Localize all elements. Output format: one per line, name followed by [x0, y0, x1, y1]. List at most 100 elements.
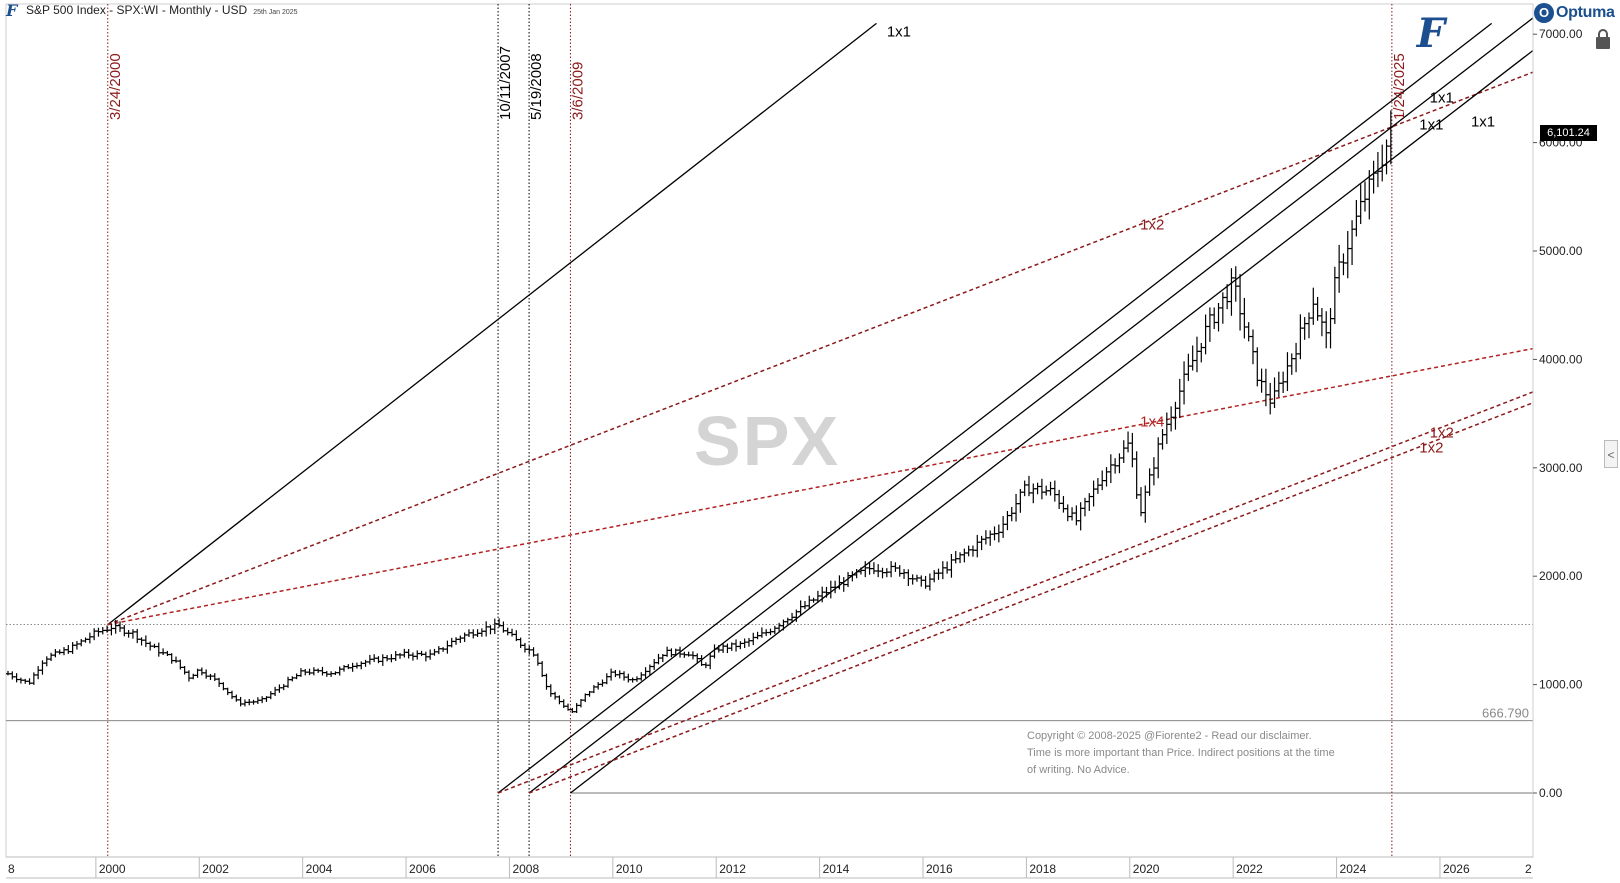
ohlc-bar — [487, 625, 493, 635]
ohlc-bar — [328, 671, 334, 677]
x-axis-tick-label: 2014 — [823, 862, 850, 876]
ohlc-bar — [496, 618, 502, 628]
ohlc-bar — [337, 666, 343, 676]
ohlc-bar — [31, 672, 37, 685]
ohlc-bar — [548, 684, 554, 697]
ohlc-bar — [466, 629, 472, 637]
gann-fan-line — [570, 49, 1533, 794]
ohlc-bar — [1151, 457, 1157, 486]
ohlc-bar — [83, 637, 89, 643]
ohlc-bar — [1336, 244, 1342, 293]
optuma-label: Optuma — [1556, 4, 1615, 21]
ohlc-bar — [1379, 144, 1385, 182]
y-axis-tick-label: 7000.00 — [1539, 27, 1583, 41]
side-panel-toggle-button[interactable]: < — [1604, 440, 1618, 468]
ohlc-bar — [655, 653, 661, 665]
ohlc-bar — [431, 648, 437, 656]
ohlc-bar — [475, 629, 481, 637]
ohlc-bar — [225, 687, 231, 696]
ohlc-bar — [1272, 377, 1278, 409]
ohlc-bar — [130, 629, 136, 639]
fiorente-watermark-icon: F — [1416, 10, 1446, 57]
ohlc-bar — [957, 552, 963, 564]
fiorente-f-logo-icon: F — [6, 1, 18, 20]
ohlc-bar — [143, 635, 149, 648]
ohlc-bar — [341, 665, 347, 672]
ohlc-bar — [263, 696, 269, 702]
ohlc-bar — [867, 562, 873, 575]
gann-line-label: 1x1 — [1430, 89, 1454, 106]
gann-line-label: 1x1 — [1471, 113, 1495, 130]
ohlc-bar — [95, 627, 101, 637]
ohlc-bar — [134, 628, 140, 644]
ohlc-bar — [983, 530, 989, 545]
ohlc-bar — [923, 575, 929, 589]
ohlc-bar — [1276, 371, 1282, 398]
ohlc-bar — [61, 647, 67, 656]
lock-icon[interactable] — [1594, 28, 1612, 50]
ohlc-bar — [574, 703, 580, 714]
ohlc-bar — [121, 625, 127, 637]
ohlc-bar — [1332, 266, 1338, 324]
ohlc-bar — [884, 568, 890, 578]
optuma-globe-icon: O — [1534, 3, 1554, 23]
ohlc-bar — [780, 619, 786, 631]
ohlc-bar — [307, 668, 313, 676]
ohlc-bar — [634, 676, 640, 682]
ohlc-bar — [1190, 345, 1196, 371]
gann-line-label: 1x1 — [1419, 117, 1443, 134]
ohlc-bar — [970, 545, 976, 557]
ohlc-bar — [1026, 475, 1032, 497]
ohlc-bar — [1259, 368, 1265, 393]
ohlc-bar — [281, 684, 287, 691]
ohlc-bar — [1060, 496, 1066, 513]
ohlc-bar — [556, 695, 562, 705]
ohlc-bar — [604, 673, 610, 685]
x-axis-tick-label: 2004 — [306, 862, 333, 876]
x-axis-tick-label: 2000 — [99, 862, 126, 876]
ohlc-bar — [1056, 489, 1062, 509]
ohlc-bar — [518, 637, 524, 649]
ohlc-bar — [892, 562, 898, 572]
ohlc-bar — [104, 625, 110, 633]
ohlc-bar — [126, 630, 132, 638]
ohlc-bar — [57, 649, 63, 655]
ohlc-bar — [151, 643, 157, 649]
ohlc-bar — [1384, 139, 1390, 175]
ohlc-bar — [802, 601, 808, 610]
ohlc-bar — [630, 677, 636, 683]
gann-fan-line — [107, 71, 1533, 626]
ohlc-bar — [880, 567, 886, 579]
ohlc-bar — [763, 629, 769, 637]
ohlc-bar — [195, 668, 201, 678]
ohlc-bar — [1039, 478, 1045, 500]
ohlc-bar — [686, 651, 692, 657]
ohlc-bar — [1172, 401, 1178, 430]
ohlc-bar — [608, 668, 614, 681]
ohlc-bar — [384, 655, 390, 662]
ohlc-bar — [108, 623, 114, 636]
ohlc-bar — [367, 654, 373, 665]
ohlc-bar — [1371, 160, 1377, 194]
ohlc-bar — [1091, 480, 1097, 507]
ohlc-bar — [1345, 230, 1351, 279]
ohlc-bar — [759, 627, 765, 638]
ohlc-bar — [1004, 511, 1010, 531]
ohlc-bar — [410, 652, 416, 661]
symbol-watermark: SPX — [694, 402, 841, 480]
ohlc-bar — [164, 650, 170, 657]
ohlc-bar — [643, 667, 649, 679]
ohlc-bar — [1022, 480, 1028, 497]
ohlc-bar — [74, 640, 80, 650]
ohlc-bar — [918, 575, 924, 587]
ohlc-bar — [1009, 506, 1015, 522]
ohlc-bar — [660, 653, 666, 663]
ohlc-bar — [27, 678, 33, 685]
ohlc-bar — [552, 691, 558, 700]
ohlc-bar — [746, 638, 752, 647]
gann-fan-line — [107, 22, 877, 626]
ohlc-bar — [139, 637, 145, 646]
horizontal-level-label: 666.790 — [1482, 706, 1529, 721]
ohlc-bar — [1228, 268, 1234, 316]
